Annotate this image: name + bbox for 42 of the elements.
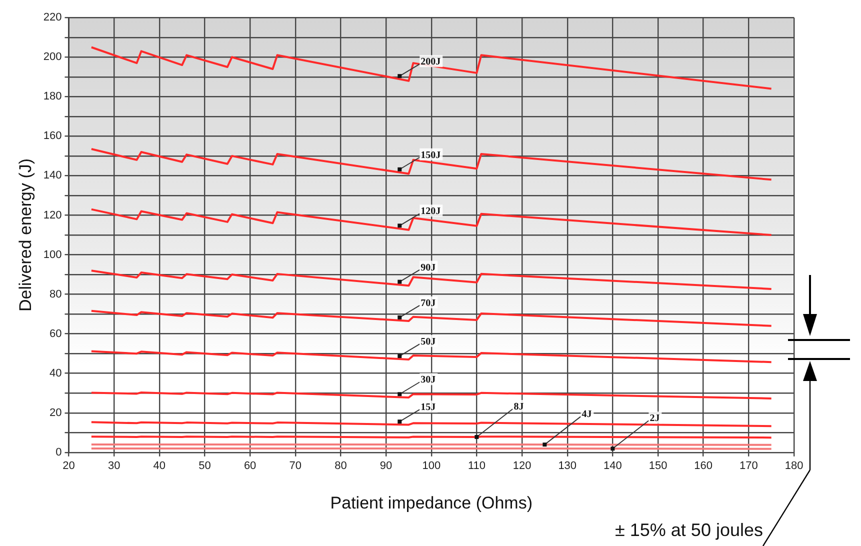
y-tick-label: 180 xyxy=(43,90,62,103)
series-label: 90J xyxy=(420,262,436,274)
y-tick-label: 40 xyxy=(50,367,62,380)
x-tick-label: 30 xyxy=(108,460,120,472)
x-tick-label: 40 xyxy=(153,460,166,472)
x-tick-label: 60 xyxy=(244,460,256,472)
y-axis-title: Delivered energy (J) xyxy=(16,158,35,312)
y-tick-label: 140 xyxy=(43,170,62,182)
series-label: 150J xyxy=(420,150,441,161)
x-tick-label: 150 xyxy=(648,460,668,472)
x-tick-label: 140 xyxy=(604,460,622,472)
y-tick-label: 100 xyxy=(43,248,62,261)
x-tick-label: 50 xyxy=(198,460,211,472)
x-axis-title: Patient impedance (Ohms) xyxy=(330,493,532,512)
series-label: 120J xyxy=(420,206,441,218)
series-label: 70J xyxy=(420,298,436,310)
x-tick-label: 130 xyxy=(558,460,577,472)
x-tick-label: 120 xyxy=(512,460,532,472)
x-tick-label: 100 xyxy=(422,460,441,472)
x-tick-label: 90 xyxy=(380,460,392,472)
text: 8J xyxy=(514,402,524,413)
y-tick-label: 200 xyxy=(43,51,62,64)
text: 4J xyxy=(582,409,592,420)
y-tick-label: 220 xyxy=(43,12,62,24)
x-tick-label: 170 xyxy=(739,460,758,472)
x-tick-label: 110 xyxy=(468,460,486,472)
y-tick-label: 0 xyxy=(56,446,62,458)
y-tick-label: 120 xyxy=(43,209,62,222)
x-tick-label: 80 xyxy=(334,460,347,472)
series-label: 50J xyxy=(420,336,436,348)
y-tick-label: 80 xyxy=(50,288,62,300)
y-tick-label: 60 xyxy=(50,328,62,340)
series-label: 30J xyxy=(420,374,436,386)
x-tick-label: 160 xyxy=(694,460,713,472)
x-tick-label: 70 xyxy=(289,460,302,472)
text: ± 15% at 50 joules xyxy=(615,520,763,541)
series-label: 200J xyxy=(420,56,441,68)
x-tick-label: 20 xyxy=(62,460,75,472)
y-tick-label: 20 xyxy=(50,406,62,419)
y-tick-label: 160 xyxy=(43,130,62,142)
series-label: 15J xyxy=(420,402,436,414)
text: 2J xyxy=(650,413,660,424)
